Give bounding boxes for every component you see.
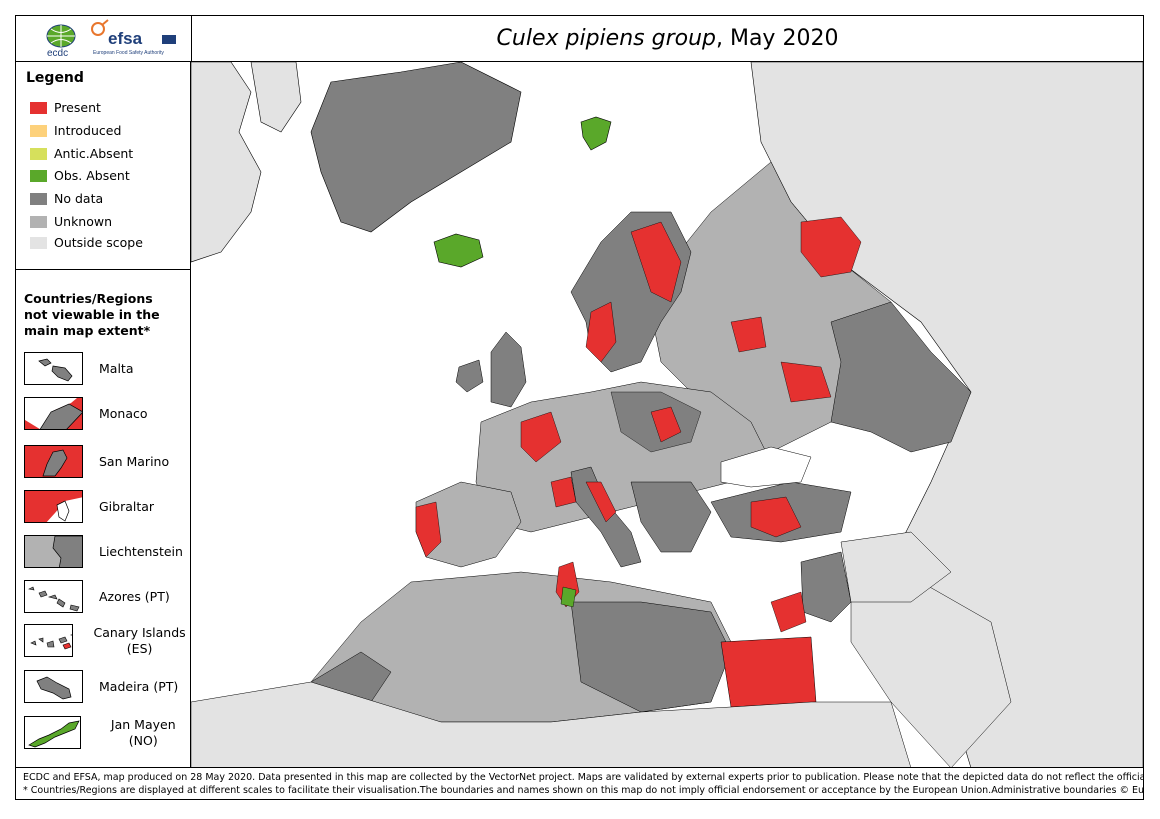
iceland — [433, 233, 484, 268]
regions-title-line: main map extent* — [24, 323, 151, 338]
inset-label: Monaco — [99, 405, 148, 421]
legend-divider — [16, 269, 190, 270]
legend-swatch-antic-absent — [30, 147, 47, 160]
legend-title: Legend — [26, 70, 84, 86]
sub-saharan-africa — [191, 681, 911, 767]
map-frame — [15, 15, 1144, 800]
legend-item-unknown: Unknown — [30, 214, 112, 229]
legend-label: Obs. Absent — [54, 168, 130, 183]
legend-item-present: Present — [30, 100, 101, 115]
footer-line-2: * Countries/Regions are displayed at dif… — [23, 785, 1143, 796]
legend-label: Unknown — [54, 214, 113, 229]
regions-title-line: not viewable in the — [24, 307, 160, 322]
efsa-logo-text: efsa — [108, 29, 143, 48]
inset-label: Azores (PT) — [99, 588, 170, 604]
main-map — [191, 61, 1143, 767]
inset-jan-mayen: Jan Mayen (NO) — [24, 716, 190, 749]
inset-map-gibraltar — [24, 490, 83, 523]
inset-label: Jan Mayen (NO) — [110, 716, 176, 748]
efsa-subtitle: European Food Safety Authority — [93, 50, 164, 56]
legend-label: No data — [54, 191, 104, 206]
legend-item-no-data: No data — [30, 191, 103, 206]
title-date: , May 2020 — [715, 26, 839, 51]
map-footer: ECDC and EFSA, map produced on 28 May 20… — [16, 767, 1143, 799]
legend-panel: Legend Present Introduced Antic.Absent O… — [16, 61, 191, 767]
inset-canary-islands: Canary Islands (ES) — [24, 624, 190, 657]
inset-map-madeira — [24, 670, 83, 703]
inset-map-liechtenstein — [24, 535, 83, 568]
greenland — [310, 62, 522, 233]
legend-item-obs-absent: Obs. Absent — [30, 168, 130, 183]
title-species: Culex pipiens group — [496, 26, 716, 51]
inset-map-san-marino — [24, 445, 83, 478]
legend-swatch-obs-absent — [30, 169, 47, 182]
north-america — [191, 62, 262, 263]
legend-label: Introduced — [54, 123, 122, 138]
black-sea — [720, 446, 812, 488]
inset-monaco: Monaco — [24, 397, 148, 430]
inset-label: San Marino — [99, 453, 170, 469]
ecdc-logo: ecdc efsa European Food Safety Authority — [46, 19, 176, 59]
legend-swatch-no-data — [30, 192, 47, 205]
map-title: Culex pipiens group, May 2020 — [191, 16, 1143, 61]
legend-item-introduced: Introduced — [30, 123, 121, 138]
ecdc-logo-text: ecdc — [47, 48, 68, 59]
legend-swatch-present — [30, 101, 47, 114]
legend-swatch-outside-scope — [30, 236, 47, 249]
legend-swatch-unknown — [30, 215, 47, 228]
inset-label: Gibraltar — [99, 498, 155, 514]
inset-label: Madeira (PT) — [99, 678, 179, 694]
footer-line-1: ECDC and EFSA, map produced on 28 May 20… — [23, 772, 1143, 783]
inset-liechtenstein: Liechtenstein — [24, 535, 183, 568]
inset-label: Canary Islands (ES) — [93, 624, 186, 656]
inset-san-marino: San Marino — [24, 445, 169, 478]
legend-label: Outside scope — [54, 235, 143, 250]
svalbard — [580, 116, 612, 151]
regions-title: Countries/Regions not viewable in the ma… — [24, 291, 160, 339]
inset-map-canary-islands — [24, 624, 74, 657]
inset-map-azores — [24, 580, 83, 613]
great-britain — [490, 331, 527, 408]
egypt — [720, 636, 817, 708]
inset-map-malta — [24, 352, 83, 385]
logo-area: ecdc efsa European Food Safety Authority — [16, 16, 191, 61]
legend-item-outside-scope: Outside scope — [30, 235, 143, 250]
inset-label: Liechtenstein — [99, 543, 183, 559]
inset-map-jan-mayen — [24, 716, 81, 749]
inset-malta: Malta — [24, 352, 133, 385]
legend-item-antic-absent: Antic.Absent — [30, 146, 133, 161]
inset-gibraltar: Gibraltar — [24, 490, 154, 523]
inset-azores: Azores (PT) — [24, 580, 170, 613]
inset-label: Malta — [99, 360, 134, 376]
legend-label: Antic.Absent — [54, 146, 134, 161]
legend-label: Present — [54, 100, 101, 115]
ireland — [455, 359, 484, 393]
inset-map-monaco — [24, 397, 83, 430]
regions-title-line: Countries/Regions — [24, 291, 153, 306]
libya — [570, 601, 732, 713]
europe-map — [191, 62, 1143, 767]
inset-madeira: Madeira (PT) — [24, 670, 178, 703]
legend-swatch-introduced — [30, 124, 47, 137]
